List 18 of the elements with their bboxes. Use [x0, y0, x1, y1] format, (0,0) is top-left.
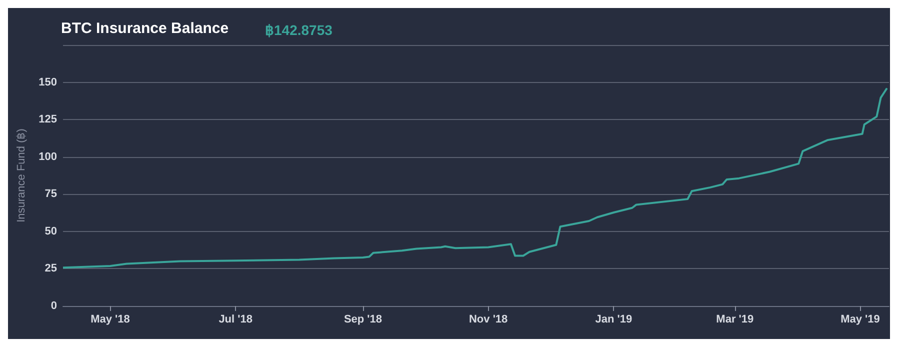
y-tick-label: 125: [38, 114, 57, 126]
x-tick-label: May '19: [840, 314, 880, 326]
x-tick-label: Jan '19: [595, 314, 632, 326]
x-tick-label: Mar '19: [716, 314, 754, 326]
chart-subtitle: ฿142.8753: [265, 22, 333, 38]
y-tick-label: 0: [50, 300, 57, 312]
x-tick-label: Sep '18: [344, 314, 382, 326]
line-series: [62, 87, 888, 269]
y-axis-title: Insurance Fund (฿): [16, 128, 28, 222]
x-tick-label: May '18: [90, 314, 130, 326]
x-tick-label: Nov '18: [468, 314, 508, 326]
y-tick-label: 75: [44, 188, 57, 200]
y-tick-label: 100: [38, 150, 57, 163]
x-tick-label: Jul '18: [218, 314, 253, 326]
y-tick-label: 50: [44, 225, 57, 238]
y-tick-label: 25: [44, 262, 57, 275]
y-tick-label: 150: [38, 76, 57, 88]
chart-title: BTC Insurance Balance: [61, 20, 229, 37]
